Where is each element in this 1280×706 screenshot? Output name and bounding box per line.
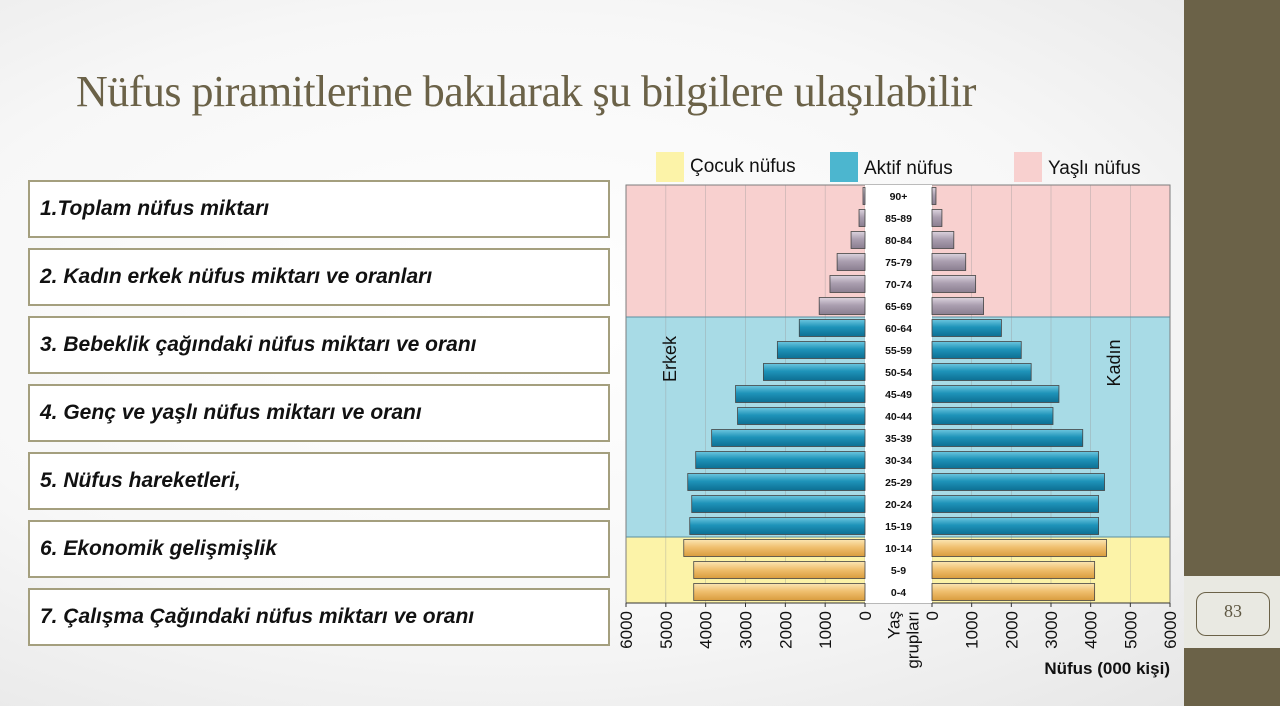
list-item-6: 6. Ekonomik gelişmişlik — [28, 520, 610, 578]
bar-female — [931, 341, 1022, 359]
x-tick-label-right: 0 — [923, 611, 942, 620]
bar-female — [931, 187, 937, 205]
age-group-label: 10-14 — [885, 543, 912, 555]
bar-male — [695, 451, 866, 469]
bar-male — [687, 473, 866, 491]
bar-female — [931, 275, 977, 293]
bar-male — [735, 385, 866, 403]
bar-male — [689, 517, 866, 535]
female-label: Kadın — [1104, 339, 1124, 386]
x-tick-label-right: 4000 — [1082, 611, 1101, 649]
list-item-4: 4. Genç ve yaşlı nüfus miktarı ve oranı — [28, 384, 610, 442]
legend-label-active: Aktif nüfus — [864, 158, 953, 179]
bar-female — [931, 451, 1100, 469]
bar-male — [818, 297, 866, 315]
x-tick-label-left: 6000 — [620, 611, 636, 649]
age-group-label: 55-59 — [885, 345, 912, 357]
x-axis-title: Nüfus (000 kişi) — [1044, 659, 1170, 678]
bar-male — [850, 231, 866, 249]
age-column — [865, 185, 932, 603]
age-group-label: 40-44 — [885, 411, 912, 423]
legend-swatch-child — [656, 152, 684, 182]
bar-female — [931, 517, 1100, 535]
bar-male — [836, 253, 866, 271]
slide-title: Nüfus piramitlerine bakılarak şu bilgile… — [76, 67, 976, 116]
bar-female — [931, 473, 1105, 491]
age-group-label: 75-79 — [885, 257, 912, 269]
bar-male — [862, 187, 866, 205]
bar-male — [858, 209, 866, 227]
x-tick-label-left: 1000 — [816, 611, 835, 649]
pyramid-plot: 90+ 85-89 80-84 75-79 70-74 65-69 60-64 55-59 50… — [620, 184, 1176, 678]
age-group-label: 85-89 — [885, 213, 912, 225]
x-tick-label-right: 1000 — [963, 611, 982, 649]
bar-female — [931, 253, 967, 271]
age-group-label: 70-74 — [885, 279, 912, 291]
bar-male — [737, 407, 866, 425]
legend-label-elderly: Yaşlı nüfus — [1048, 158, 1141, 179]
bar-female — [931, 319, 1002, 337]
legend-label-child: Çocuk nüfus — [690, 156, 796, 177]
x-tick-label-right: 2000 — [1002, 611, 1021, 649]
age-axis-label-1: Yaş — [885, 611, 904, 639]
age-group-label: 0-4 — [891, 587, 906, 599]
list-item-7: 7. Çalışma Çağındaki nüfus miktarı ve or… — [28, 588, 610, 646]
list-item-2: 2. Kadın erkek nüfus miktarı ve oranları — [28, 248, 610, 306]
legend-swatch-active — [830, 152, 858, 182]
list-item-5: 5. Nüfus hareketleri, — [28, 452, 610, 510]
bar-female — [931, 231, 955, 249]
age-group-label: 80-84 — [885, 235, 912, 247]
page-number: 83 — [1196, 592, 1270, 636]
bar-male — [691, 495, 866, 513]
x-tick-label-right: 6000 — [1161, 611, 1176, 649]
age-group-label: 30-34 — [885, 455, 912, 467]
bar-male — [693, 583, 866, 601]
age-group-label: 5-9 — [891, 565, 906, 577]
bar-female — [931, 429, 1084, 447]
population-pyramid: Çocuk nüfus Aktif nüfus Yaşlı nüfus 90+ 8… — [620, 148, 1176, 684]
x-tick-label-left: 2000 — [776, 611, 795, 649]
bar-female — [931, 363, 1032, 381]
bar-female — [931, 495, 1100, 513]
bar-male — [711, 429, 866, 447]
bar-female — [931, 407, 1054, 425]
x-tick-label-left: 4000 — [697, 611, 716, 649]
x-tick-label-left: 0 — [856, 611, 875, 620]
age-group-label: 15-19 — [885, 521, 912, 533]
age-group-label: 45-49 — [885, 389, 912, 401]
bar-male — [683, 539, 866, 557]
bar-male — [763, 363, 866, 381]
age-group-label: 35-39 — [885, 433, 912, 445]
bar-female — [931, 539, 1107, 557]
bar-male — [829, 275, 866, 293]
age-group-label: 65-69 — [885, 301, 912, 313]
bar-female — [931, 561, 1096, 579]
bar-female — [931, 385, 1060, 403]
bar-female — [931, 297, 984, 315]
x-tick-label-left: 5000 — [657, 611, 676, 649]
age-group-label: 50-54 — [885, 367, 912, 379]
legend-swatch-elderly — [1014, 152, 1042, 182]
age-axis-label-2: grupları — [904, 611, 923, 669]
age-group-label: 90+ — [890, 191, 908, 203]
list-item-1: 1.Toplam nüfus miktarı — [28, 180, 610, 238]
x-tick-label-right: 3000 — [1042, 611, 1061, 649]
x-tick-label-left: 3000 — [737, 611, 756, 649]
bar-male — [776, 341, 866, 359]
age-group-label: 20-24 — [885, 499, 912, 511]
age-group-label: 60-64 — [885, 323, 912, 335]
bar-male — [693, 561, 866, 579]
list-item-3: 3. Bebeklik çağındaki nüfus miktarı ve o… — [28, 316, 610, 374]
age-group-label: 25-29 — [885, 477, 912, 489]
male-label: Erkek — [660, 335, 680, 382]
bar-female — [931, 209, 943, 227]
bar-male — [798, 319, 866, 337]
x-tick-label-right: 5000 — [1121, 611, 1140, 649]
bar-female — [931, 583, 1096, 601]
